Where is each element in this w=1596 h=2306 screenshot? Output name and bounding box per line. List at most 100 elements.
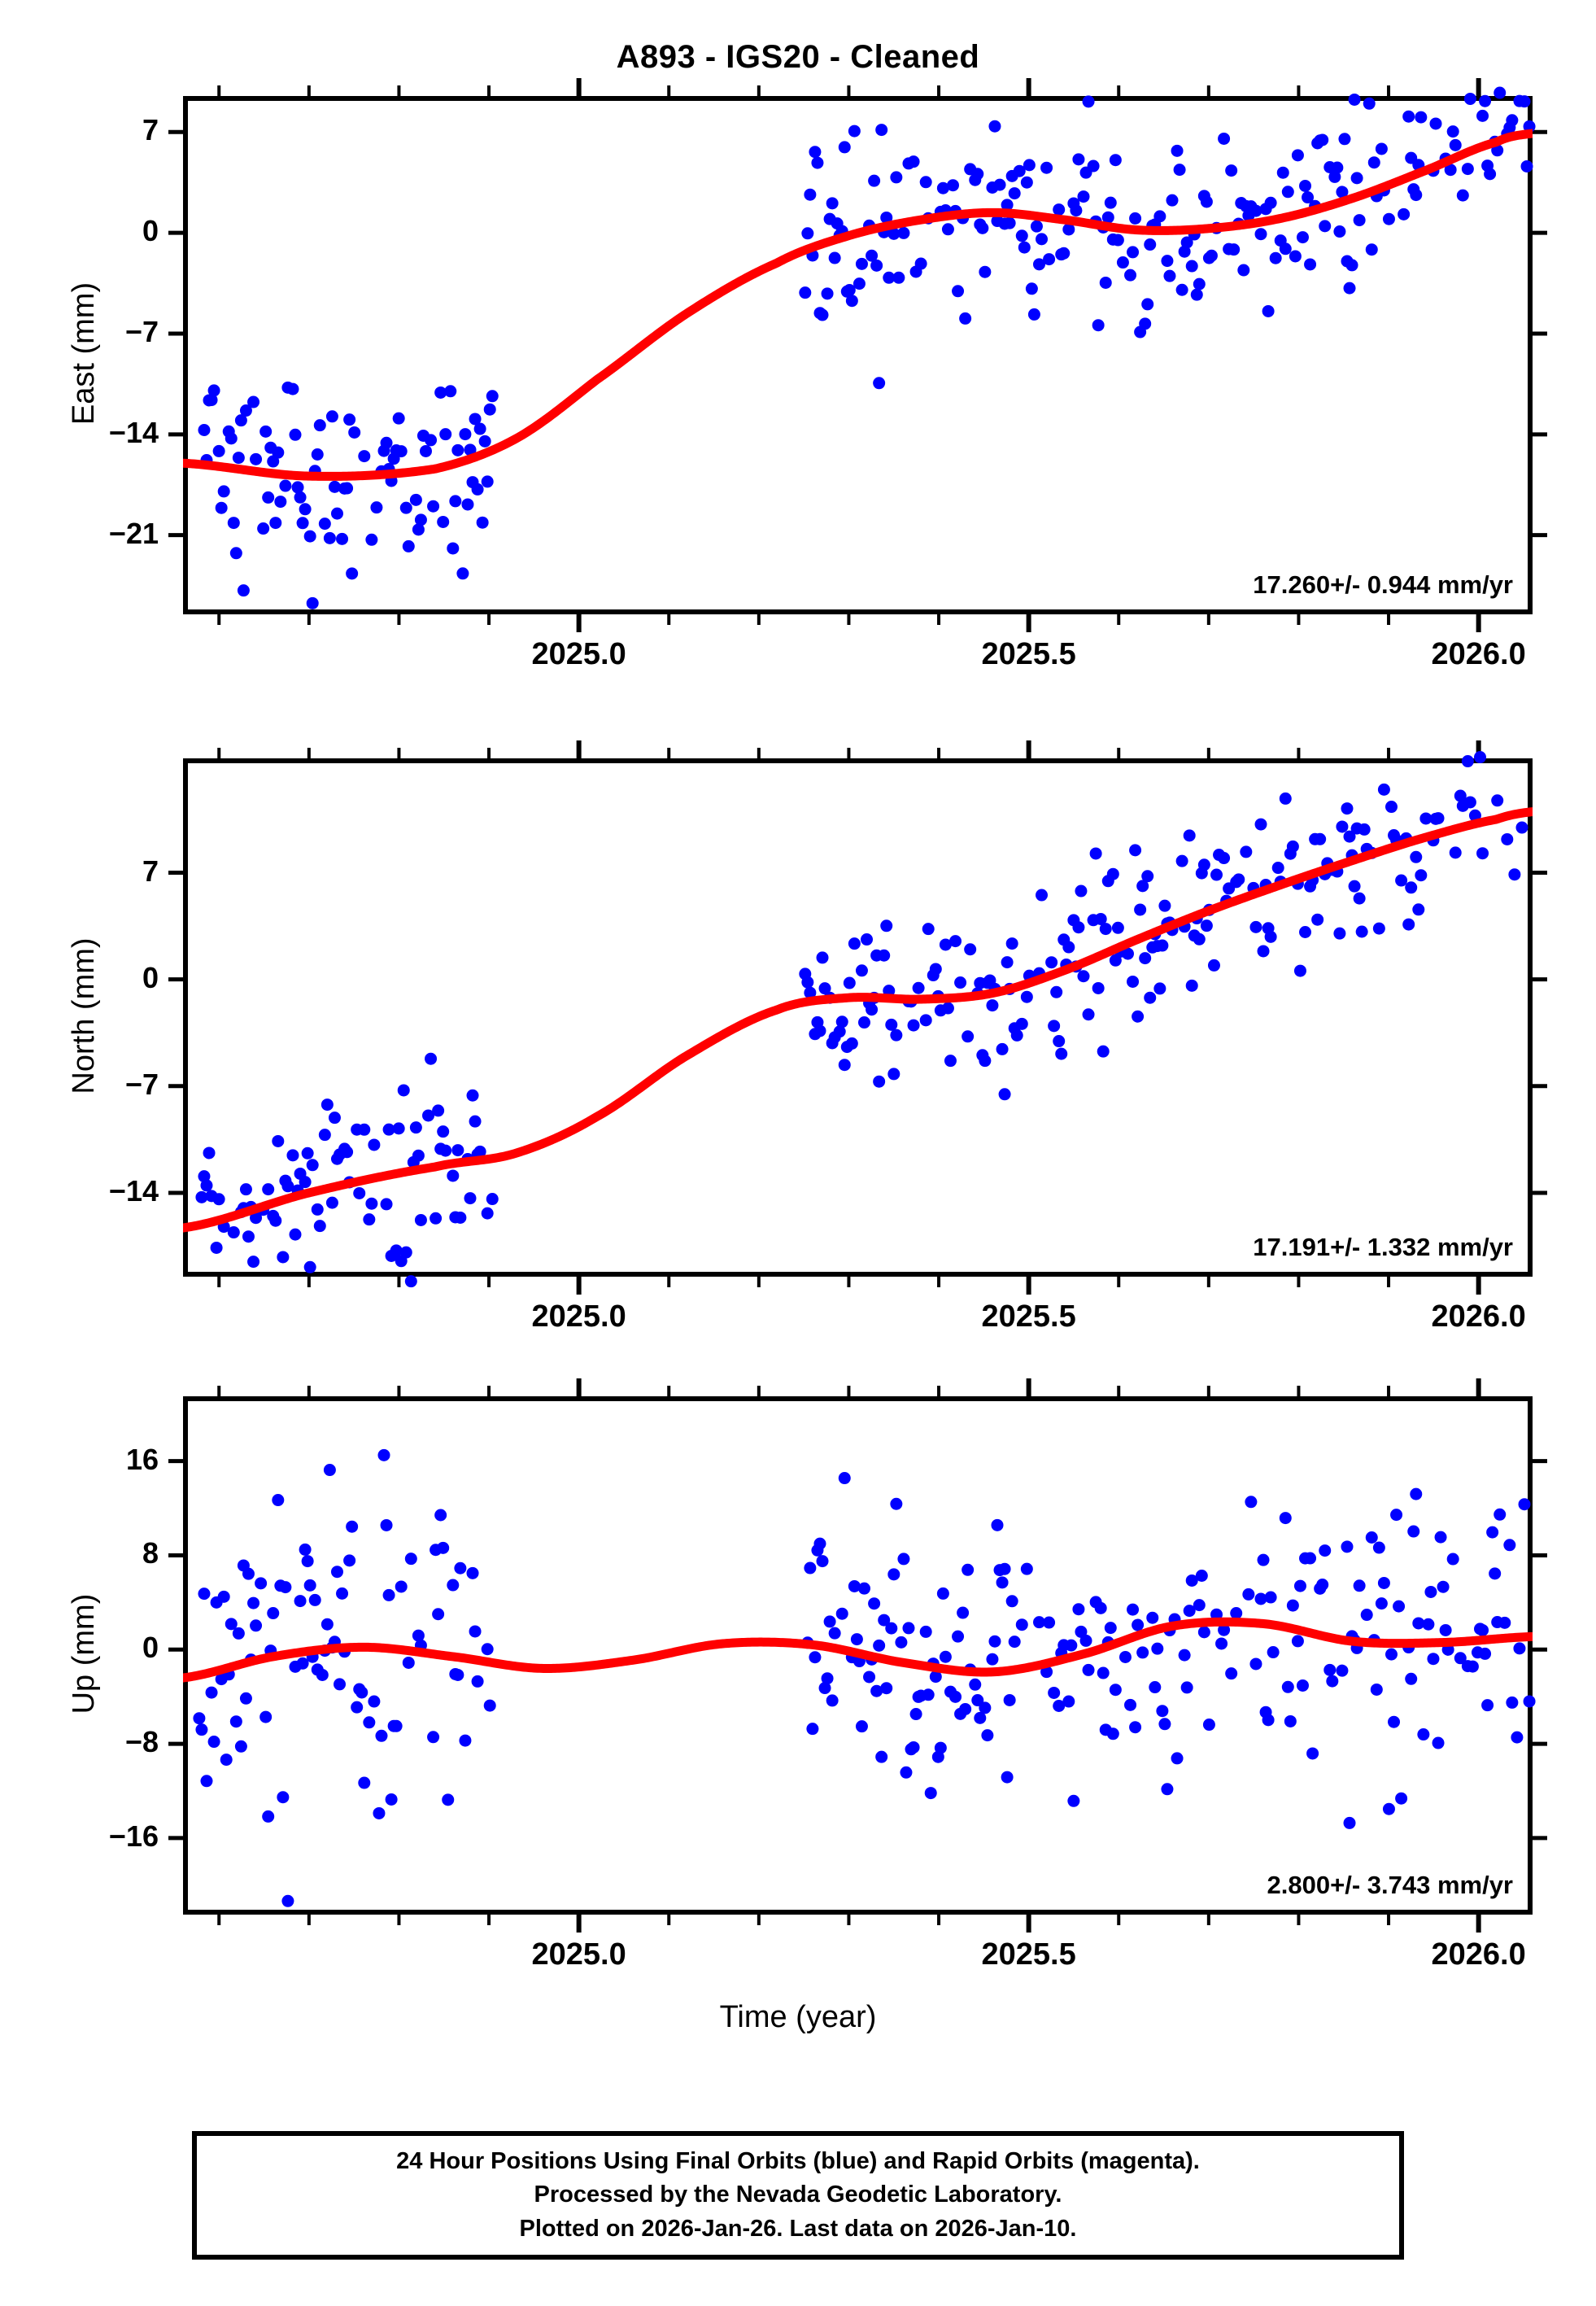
data-point bbox=[439, 428, 452, 441]
data-point bbox=[301, 1555, 314, 1568]
data-point bbox=[397, 1084, 410, 1097]
data-point bbox=[250, 1619, 263, 1632]
data-point bbox=[936, 181, 949, 194]
data-point bbox=[195, 1190, 208, 1203]
data-point bbox=[207, 384, 220, 397]
data-point bbox=[845, 1037, 858, 1050]
data-point bbox=[1454, 1652, 1467, 1665]
x-tick-label: 2025.0 bbox=[531, 1937, 626, 1972]
data-point bbox=[1291, 1635, 1304, 1648]
data-point bbox=[909, 1708, 922, 1721]
data-point bbox=[1163, 269, 1176, 282]
data-point bbox=[1289, 250, 1302, 263]
data-point bbox=[328, 1112, 341, 1125]
data-point bbox=[1479, 1647, 1492, 1660]
data-point bbox=[1062, 941, 1075, 954]
data-point bbox=[949, 935, 962, 948]
data-point bbox=[952, 1630, 965, 1643]
data-point bbox=[390, 1244, 403, 1257]
data-point bbox=[1045, 956, 1058, 969]
data-point bbox=[1101, 211, 1114, 224]
data-point bbox=[1491, 794, 1504, 807]
data-point bbox=[919, 1625, 932, 1638]
data-point bbox=[974, 1711, 987, 1724]
data-point bbox=[866, 1003, 879, 1016]
data-point bbox=[971, 168, 984, 181]
data-point bbox=[1106, 867, 1119, 880]
data-point bbox=[205, 394, 218, 407]
data-point bbox=[1072, 921, 1085, 934]
data-point bbox=[1210, 868, 1223, 881]
data-point bbox=[1372, 1541, 1385, 1554]
data-point bbox=[392, 412, 405, 425]
data-point bbox=[998, 1562, 1011, 1575]
data-point bbox=[863, 1671, 876, 1684]
data-point bbox=[299, 503, 312, 516]
data-point bbox=[988, 1635, 1001, 1648]
data-point bbox=[439, 1144, 452, 1157]
data-point bbox=[1422, 1618, 1435, 1631]
data-point bbox=[306, 596, 319, 609]
data-point bbox=[1437, 1580, 1450, 1593]
data-point bbox=[1062, 1695, 1075, 1708]
data-point bbox=[1271, 862, 1284, 875]
data-point bbox=[444, 385, 457, 398]
data-point bbox=[476, 516, 489, 529]
data-point bbox=[1134, 903, 1147, 916]
data-point bbox=[447, 542, 460, 555]
data-point bbox=[919, 176, 932, 189]
data-point bbox=[1144, 991, 1157, 1004]
data-point bbox=[239, 404, 252, 417]
data-point bbox=[343, 1554, 356, 1567]
data-point bbox=[1415, 111, 1428, 124]
data-point bbox=[1158, 899, 1171, 912]
data-point bbox=[1043, 1616, 1056, 1629]
data-point bbox=[198, 424, 211, 436]
data-point bbox=[336, 1587, 349, 1600]
data-point bbox=[1175, 283, 1188, 296]
data-point bbox=[358, 1123, 371, 1136]
data-point bbox=[941, 223, 954, 236]
data-point bbox=[207, 1736, 220, 1749]
data-point bbox=[336, 532, 349, 545]
data-point bbox=[203, 1146, 216, 1160]
data-point bbox=[838, 141, 851, 154]
data-point bbox=[861, 933, 874, 946]
data-point bbox=[1449, 138, 1462, 151]
data-point bbox=[1139, 952, 1152, 965]
data-point bbox=[1476, 847, 1489, 860]
data-point bbox=[1161, 1783, 1174, 1796]
data-point bbox=[1449, 846, 1462, 859]
data-point bbox=[1180, 1681, 1193, 1694]
panel-east: 7 0 −7 −14 −21 2025.0 2025.5 2026.0 East (mm) 17.… bbox=[67, 78, 1547, 670]
data-point bbox=[848, 124, 861, 138]
data-point bbox=[464, 1192, 477, 1205]
data-point bbox=[1486, 1526, 1499, 1539]
data-point bbox=[321, 1618, 334, 1631]
data-point bbox=[447, 1579, 460, 1592]
y-tick-label: −14 bbox=[108, 1173, 159, 1208]
data-point bbox=[1072, 1603, 1085, 1616]
data-point bbox=[1180, 236, 1193, 249]
data-point bbox=[835, 1015, 848, 1029]
data-point bbox=[281, 1180, 294, 1193]
data-point bbox=[914, 257, 927, 270]
data-point bbox=[210, 1241, 223, 1254]
data-point bbox=[1353, 892, 1366, 905]
data-point bbox=[1336, 1664, 1349, 1677]
data-point bbox=[1020, 176, 1033, 189]
data-point bbox=[437, 1125, 450, 1138]
data-point bbox=[826, 1694, 839, 1707]
data-point bbox=[1197, 858, 1210, 871]
data-point bbox=[1043, 253, 1056, 266]
data-point bbox=[195, 1723, 208, 1736]
data-point bbox=[1020, 990, 1033, 1003]
data-point bbox=[1299, 179, 1312, 192]
data-point bbox=[1304, 1552, 1317, 1565]
data-point bbox=[257, 522, 270, 535]
data-point bbox=[902, 1622, 915, 1635]
data-point bbox=[311, 1203, 324, 1216]
data-point bbox=[1444, 164, 1457, 177]
data-point bbox=[325, 410, 338, 423]
data-point bbox=[303, 1579, 316, 1592]
